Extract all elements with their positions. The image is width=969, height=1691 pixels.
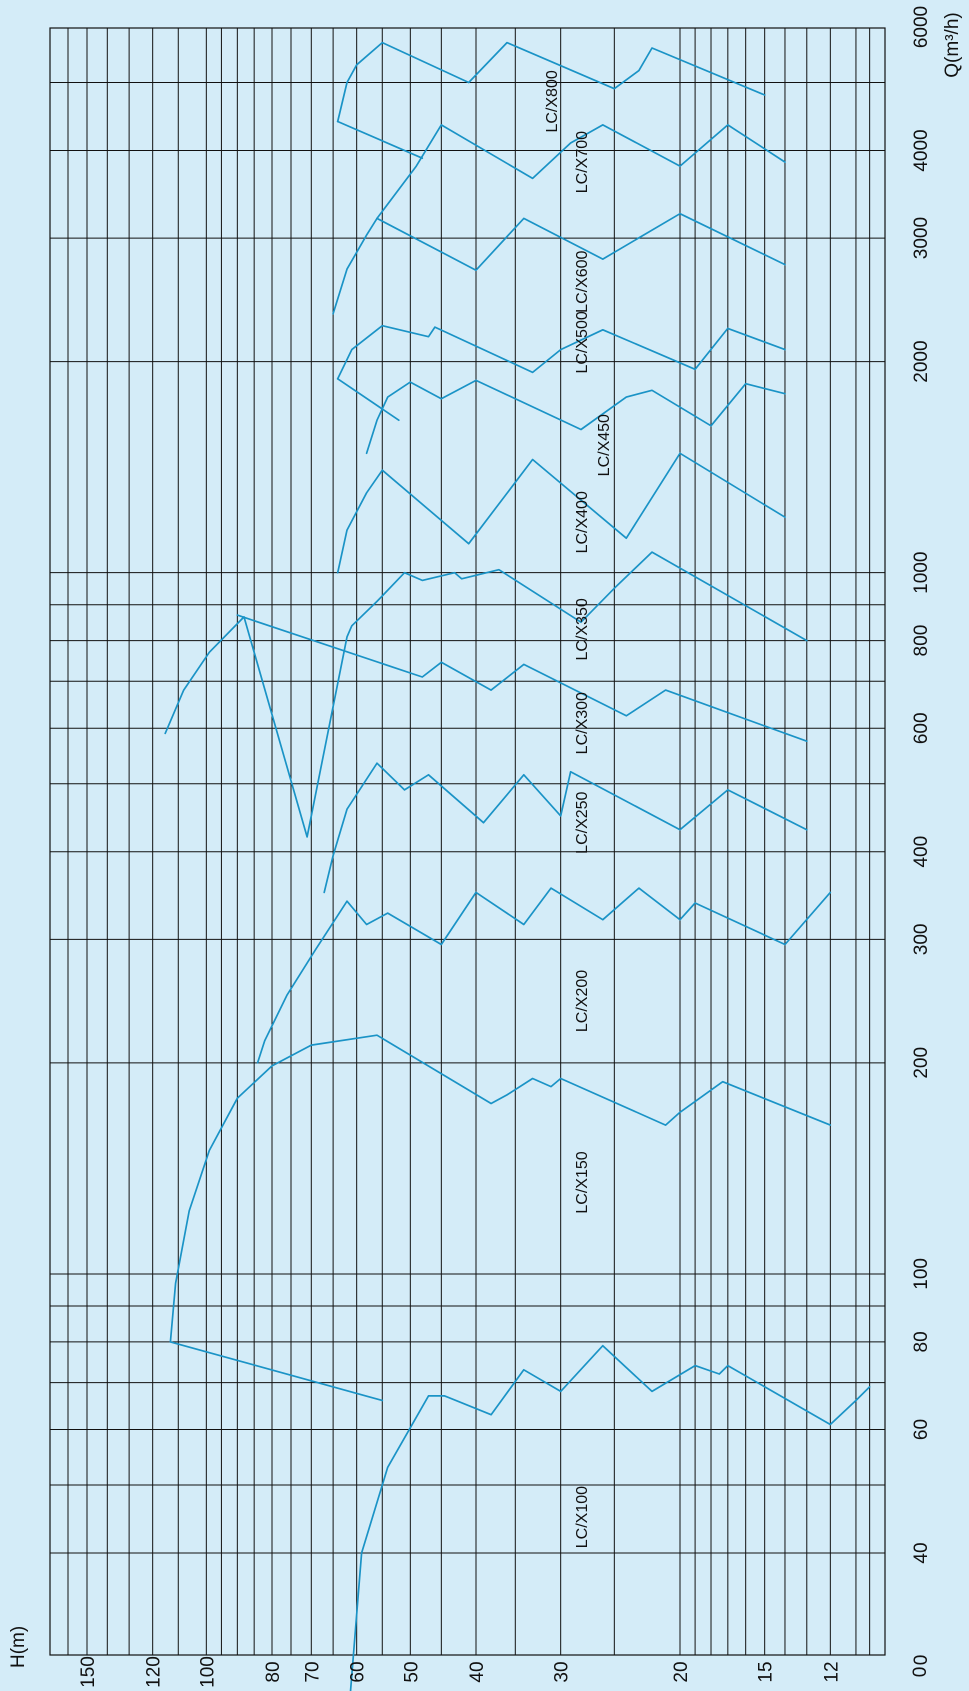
q-tick-label: 80 xyxy=(911,1331,932,1352)
h-tick-label: 12 xyxy=(821,1661,842,1682)
model-label: LC/X200 xyxy=(574,970,591,1032)
h-tick-label: 0 xyxy=(910,1667,931,1678)
curve-lc-x800-connector xyxy=(336,120,424,160)
curve-lc-x500 xyxy=(336,324,786,380)
model-label: LC/X250 xyxy=(574,791,591,853)
curve-lc-x800 xyxy=(336,41,766,123)
model-labels: LC/X100 LC/X150 LC/X200 LC/X250 LC/X300 LC/X3… xyxy=(544,70,613,1548)
model-label: LC/X600 xyxy=(574,250,591,312)
q-tick-label: 300 xyxy=(911,924,932,956)
q-axis-ticks: 0 40 60 80 100 200 300 400 600 800 1000 2000 3000 400… xyxy=(911,6,932,1665)
curve-lc-x350 xyxy=(236,614,808,743)
h-tick-label: 60 xyxy=(348,1661,369,1682)
h-tick-label: 100 xyxy=(197,1656,218,1688)
h-tick-label: 20 xyxy=(671,1661,692,1682)
curve-lc-x450 xyxy=(365,379,786,455)
model-label: LC/X800 xyxy=(544,70,561,132)
q-tick-label: 0 xyxy=(911,1655,932,1666)
q-tick-label: 800 xyxy=(911,625,932,657)
model-label: LC/X150 xyxy=(574,1151,591,1213)
grid xyxy=(50,28,885,1655)
q-tick-label: 400 xyxy=(911,836,932,868)
curve-lc-x600 xyxy=(332,212,786,315)
curve-lc-x600-connector xyxy=(336,377,400,422)
q-tick-label: 6000 xyxy=(911,6,932,48)
model-label: LC/X300 xyxy=(574,692,591,754)
h-tick-label: 15 xyxy=(756,1661,777,1682)
model-label: LC/X700 xyxy=(574,131,591,193)
q-tick-label: 100 xyxy=(911,1258,932,1290)
model-label: LC/X400 xyxy=(574,491,591,553)
q-tick-label: 600 xyxy=(911,712,932,744)
q-tick-label: 1000 xyxy=(911,552,932,594)
q-tick-label: 200 xyxy=(911,1047,932,1079)
h-tick-label: 70 xyxy=(302,1661,323,1682)
model-label: LC/X450 xyxy=(596,414,613,476)
h-tick-label: 30 xyxy=(552,1661,573,1682)
plot-frame xyxy=(49,27,886,1656)
model-label: LC/X100 xyxy=(574,1486,591,1548)
q-tick-label: 3000 xyxy=(911,217,932,259)
q-axis-label: Q(m³/h) xyxy=(942,12,963,77)
h-tick-label: 80 xyxy=(263,1661,284,1682)
h-tick-label: 150 xyxy=(78,1656,99,1688)
curve-lc-x150 xyxy=(169,1034,832,1402)
model-label: LC/X500 xyxy=(574,311,591,373)
q-tick-label: 2000 xyxy=(911,340,932,382)
curve-lc-x300 xyxy=(164,551,808,838)
q-tick-label: 60 xyxy=(911,1419,932,1440)
model-label: LC/X350 xyxy=(574,598,591,660)
q-tick-label: 4000 xyxy=(911,129,932,171)
h-axis-ticks: 0 12 15 20 30 40 50 60 70 80 100 120 150 xyxy=(78,1656,931,1688)
q-tick-label: 40 xyxy=(911,1542,932,1563)
curve-lc-x100 xyxy=(349,1344,871,1691)
h-axis-label: H(m) xyxy=(8,1626,29,1668)
h-tick-label: 50 xyxy=(401,1661,422,1682)
h-tick-label: 120 xyxy=(144,1656,165,1688)
curve-lc-x250 xyxy=(323,762,808,894)
curve-lc-x700 xyxy=(376,124,786,220)
curve-lc-x200 xyxy=(256,887,832,1064)
h-tick-label: 40 xyxy=(467,1661,488,1682)
curves xyxy=(164,41,871,1691)
curve-lc-x400 xyxy=(336,452,786,574)
